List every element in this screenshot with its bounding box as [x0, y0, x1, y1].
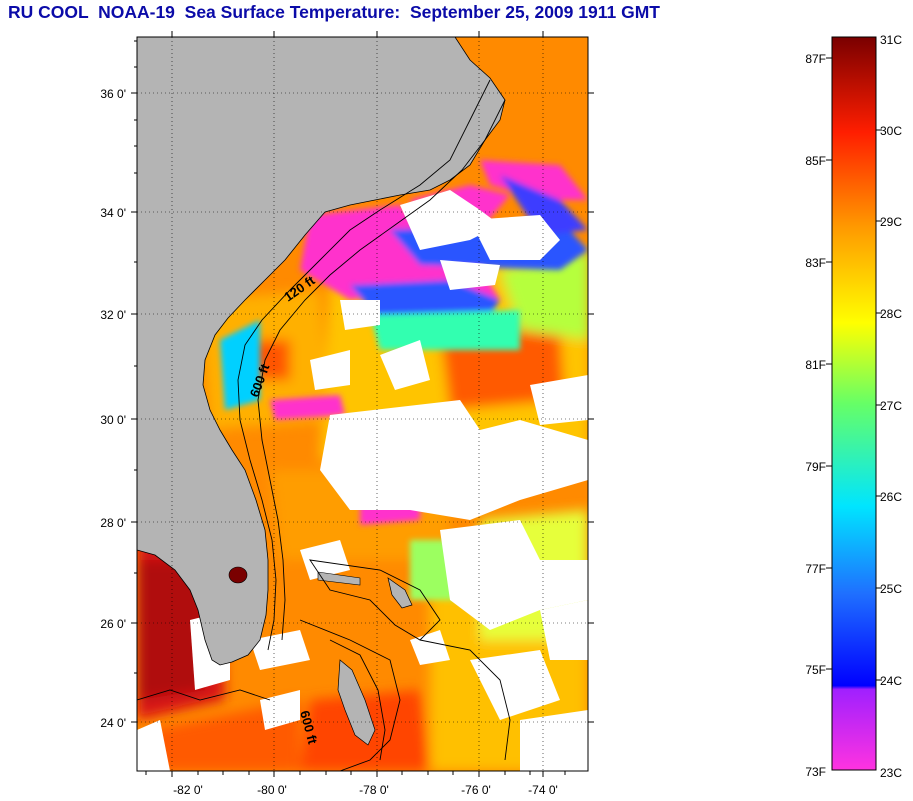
lon-label-76: -76 0' — [461, 783, 491, 797]
lat-label-26: 26 0' — [100, 617, 126, 631]
lat-label-36: 36 0' — [100, 87, 126, 101]
lon-label-74: -74 0' — [528, 783, 558, 797]
longitude-labels: -82 0' -80 0' -78 0' -76 0' -74 0' — [173, 783, 558, 797]
map-area: 120 ft 600 ft 600 ft — [137, 37, 588, 771]
lat-label-30: 30 0' — [100, 413, 126, 427]
colorbar: 87F 85F 83F 81F 79F 77F 75F 73F 31C 30C … — [805, 33, 902, 780]
colorbar-c-31: 31C — [880, 33, 902, 47]
lon-label-80: -80 0' — [257, 783, 287, 797]
colorbar-ticks — [826, 57, 882, 681]
land-mainland — [137, 37, 506, 666]
colorbar-c-26: 26C — [880, 490, 902, 504]
colorbar-c-27: 27C — [880, 399, 902, 413]
andros-island — [337, 659, 376, 746]
colorbar-f-85: 85F — [805, 154, 826, 168]
colorbar-c-24: 24C — [880, 674, 902, 688]
colorbar-f-87: 87F — [805, 52, 826, 66]
lat-label-24: 24 0' — [100, 716, 126, 730]
lon-label-82: -82 0' — [173, 783, 203, 797]
colorbar-f-81: 81F — [805, 358, 826, 372]
colorbar-f-83: 83F — [805, 256, 826, 270]
lon-label-78: -78 0' — [359, 783, 389, 797]
grand-bahama — [317, 571, 361, 586]
lat-label-28: 28 0' — [100, 516, 126, 530]
abaco-island — [387, 577, 413, 609]
colorbar-c-23: 23C — [880, 766, 902, 780]
colorbar-c-25: 25C — [880, 582, 902, 596]
colorbar-f-77: 77F — [805, 562, 826, 576]
colorbar-c-30: 30C — [880, 124, 902, 138]
colorbar-gradient — [831, 36, 877, 771]
latitude-labels: 36 0' 34 0' 32 0' 30 0' 28 0' 26 0' 24 0… — [100, 87, 126, 730]
lake-okeechobee — [228, 566, 248, 584]
colorbar-c-29: 29C — [880, 215, 902, 229]
colorbar-f-75: 75F — [805, 663, 826, 677]
map-frame — [136, 36, 589, 772]
axis-ticks — [131, 31, 594, 777]
isobath-contours — [137, 79, 511, 771]
colorbar-c-28: 28C — [880, 307, 902, 321]
colorbar-f-73: 73F — [805, 765, 826, 779]
cloud-cover — [137, 190, 588, 771]
colorbar-f-79: 79F — [805, 460, 826, 474]
lat-label-32: 32 0' — [100, 308, 126, 322]
map-title: RU COOL NOAA-19 Sea Surface Temperature:… — [8, 2, 660, 22]
lat-label-34: 34 0' — [100, 206, 126, 220]
